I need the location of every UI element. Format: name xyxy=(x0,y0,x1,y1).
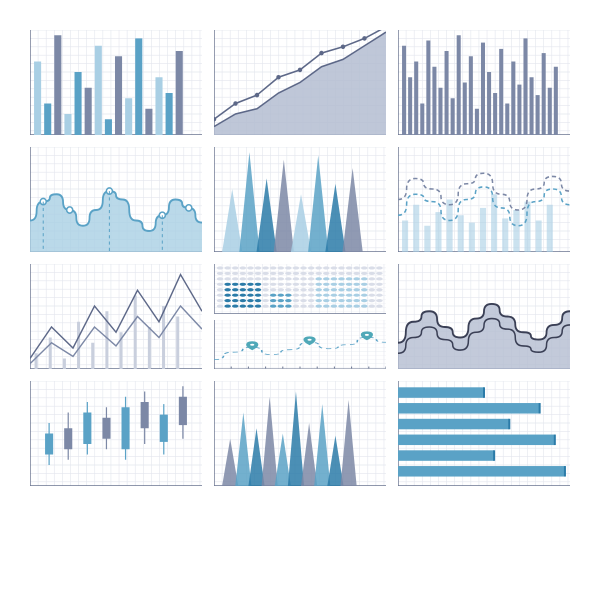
chart-wave-dashed xyxy=(398,147,570,252)
chart-grid xyxy=(0,0,600,600)
chart-smooth-fill-two xyxy=(398,264,570,369)
stacked-mini-charts xyxy=(214,264,386,369)
chart-dotmatrix xyxy=(214,264,386,314)
chart-wave-pins xyxy=(214,320,386,370)
chart-vol-profile xyxy=(398,30,570,135)
chart-cones xyxy=(214,381,386,486)
chart-bars-vertical xyxy=(30,30,202,135)
chart-candlestick xyxy=(30,381,202,486)
chart-line-area-rise xyxy=(214,30,386,135)
chart-triangles xyxy=(214,147,386,252)
chart-hbars xyxy=(398,381,570,486)
chart-wave-area xyxy=(30,147,202,252)
chart-multiline-sharp xyxy=(30,264,202,369)
